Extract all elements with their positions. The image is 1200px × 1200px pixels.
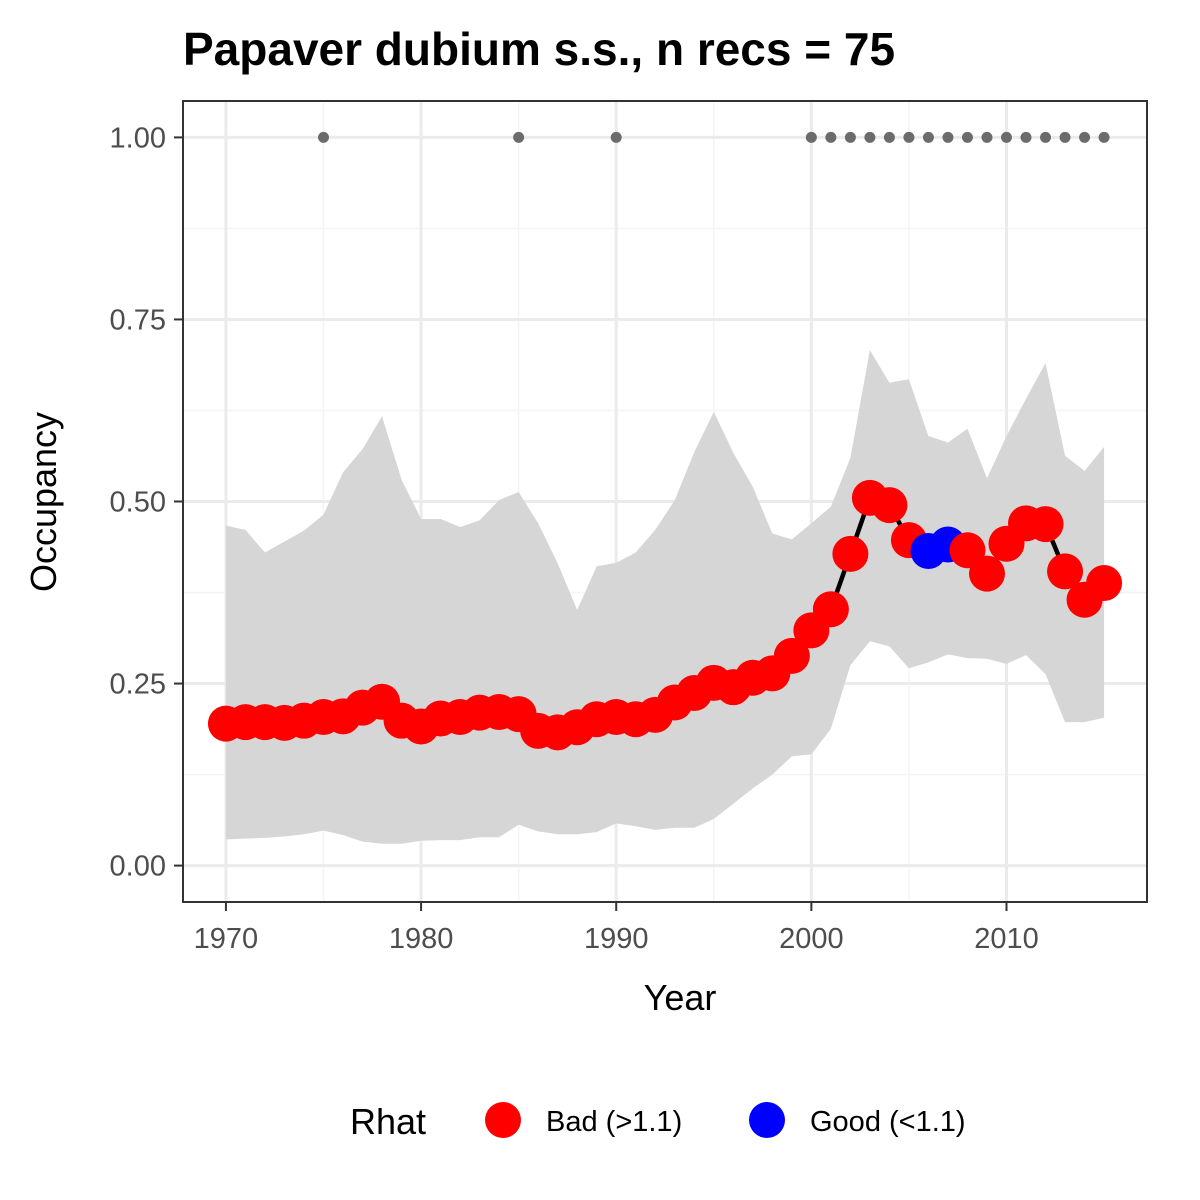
occupancy-point [773,637,810,674]
x-tick-label: 1990 [584,923,649,955]
record-point [825,131,837,143]
record-point [961,131,973,143]
occupancy-point [1027,506,1064,543]
y-tick-label: 0.75 [110,304,166,336]
occupancy-point [968,555,1005,592]
record-points-layer [318,131,1110,143]
legend-key-bad [485,1102,521,1138]
y-tick-label: 1.00 [110,122,166,154]
record-point [1059,131,1071,143]
y-axis-title: Occupancy [23,412,64,592]
legend-key-good [749,1102,785,1138]
occupancy-point [832,535,869,572]
occupancy-point [1047,553,1084,590]
plot-panel [182,100,1148,903]
x-tick-label: 1970 [194,923,259,955]
record-point [1000,131,1012,143]
legend-label-bad: Bad (>1.1) [546,1106,682,1138]
occupancy-points-layer [207,479,1123,751]
record-point [1098,131,1110,143]
legend-title: Rhat [350,1101,426,1142]
occupancy-point [871,487,908,524]
record-point [883,131,895,143]
legend: Rhat Bad (>1.1) Good (<1.1) [350,1101,966,1142]
x-axis: 1970 1980 1990 2000 2010 [194,902,1039,955]
x-tick-label: 2010 [974,923,1039,955]
record-point [981,131,993,143]
chart-title: Papaver dubium s.s., n recs = 75 [183,23,895,75]
record-point [903,131,915,143]
record-point [922,131,934,143]
x-tick-label: 1980 [389,923,454,955]
y-tick-label: 0.25 [110,669,166,701]
y-tick-label: 0.50 [110,487,166,519]
record-point [1020,131,1032,143]
record-point [844,131,856,143]
record-point [1040,131,1052,143]
record-point [1079,131,1091,143]
record-point [864,131,876,143]
record-point [318,131,330,143]
occupancy-point [812,591,849,628]
record-point [513,131,525,143]
x-tick-label: 2000 [779,923,844,955]
y-tick-label: 0.00 [110,851,166,883]
x-axis-title: Year [644,977,717,1018]
record-point [805,131,817,143]
record-point [610,131,622,143]
record-point [942,131,954,143]
legend-label-good: Good (<1.1) [810,1106,966,1138]
occupancy-point [1086,565,1123,602]
y-axis: 0.00 0.25 0.50 0.75 1.00 [110,122,183,883]
